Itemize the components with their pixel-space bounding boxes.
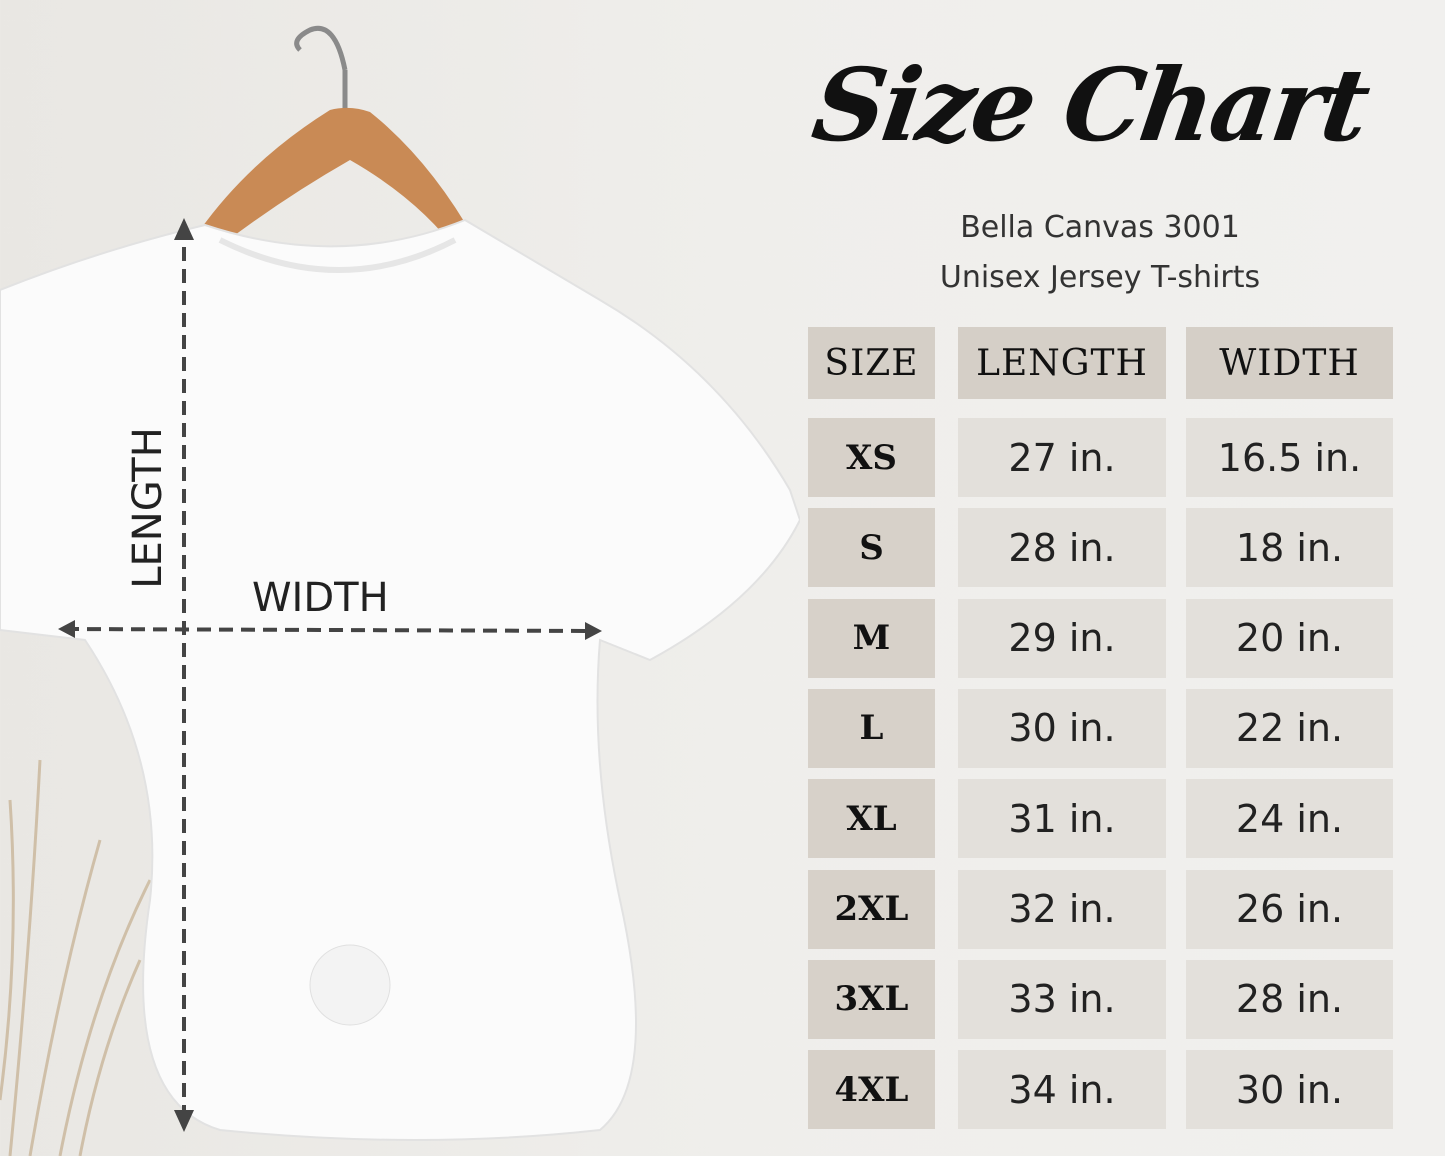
cell-width: 20 in. <box>1186 598 1393 678</box>
cell-length: 27 in. <box>958 418 1166 497</box>
length-label: LENGTH <box>125 427 171 589</box>
tshirt-photo <box>0 26 800 1156</box>
cell-size: XL <box>808 779 935 859</box>
header-size: SIZE <box>808 327 935 399</box>
cell-length: 33 in. <box>958 959 1166 1039</box>
cell-size: M <box>808 598 935 678</box>
width-arrow <box>64 627 596 633</box>
cell-size: 2XL <box>808 869 935 949</box>
cell-size: S <box>808 508 935 588</box>
cell-width: 28 in. <box>1186 959 1393 1039</box>
cell-length: 30 in. <box>958 688 1166 768</box>
hanger <box>200 26 475 256</box>
header-width: WIDTH <box>1186 327 1393 399</box>
pampas-grass <box>0 759 152 1156</box>
cell-width: 24 in. <box>1186 779 1393 859</box>
cell-width: 22 in. <box>1186 688 1393 768</box>
cell-width: 16.5 in. <box>1186 418 1393 497</box>
cell-length: 31 in. <box>958 779 1166 859</box>
cell-length: 28 in. <box>958 508 1166 588</box>
cell-size: 4XL <box>808 1050 935 1130</box>
cell-width: 26 in. <box>1186 869 1393 949</box>
subtitle-model: Bella Canvas 3001 <box>960 210 1240 245</box>
cell-length: 34 in. <box>958 1050 1166 1130</box>
cell-size: XS <box>808 418 935 497</box>
cell-size: L <box>808 688 935 768</box>
cell-width: 30 in. <box>1186 1050 1393 1130</box>
cell-size: 3XL <box>808 959 935 1039</box>
page-title: Size Chart <box>806 46 1374 164</box>
cell-length: 32 in. <box>958 869 1166 949</box>
subtitle-type: Unisex Jersey T-shirts <box>939 260 1261 295</box>
width-label: WIDTH <box>252 575 389 621</box>
cell-length: 29 in. <box>958 598 1166 678</box>
tshirt <box>0 218 800 1141</box>
header-length: LENGTH <box>958 327 1166 399</box>
cell-width: 18 in. <box>1186 508 1393 588</box>
